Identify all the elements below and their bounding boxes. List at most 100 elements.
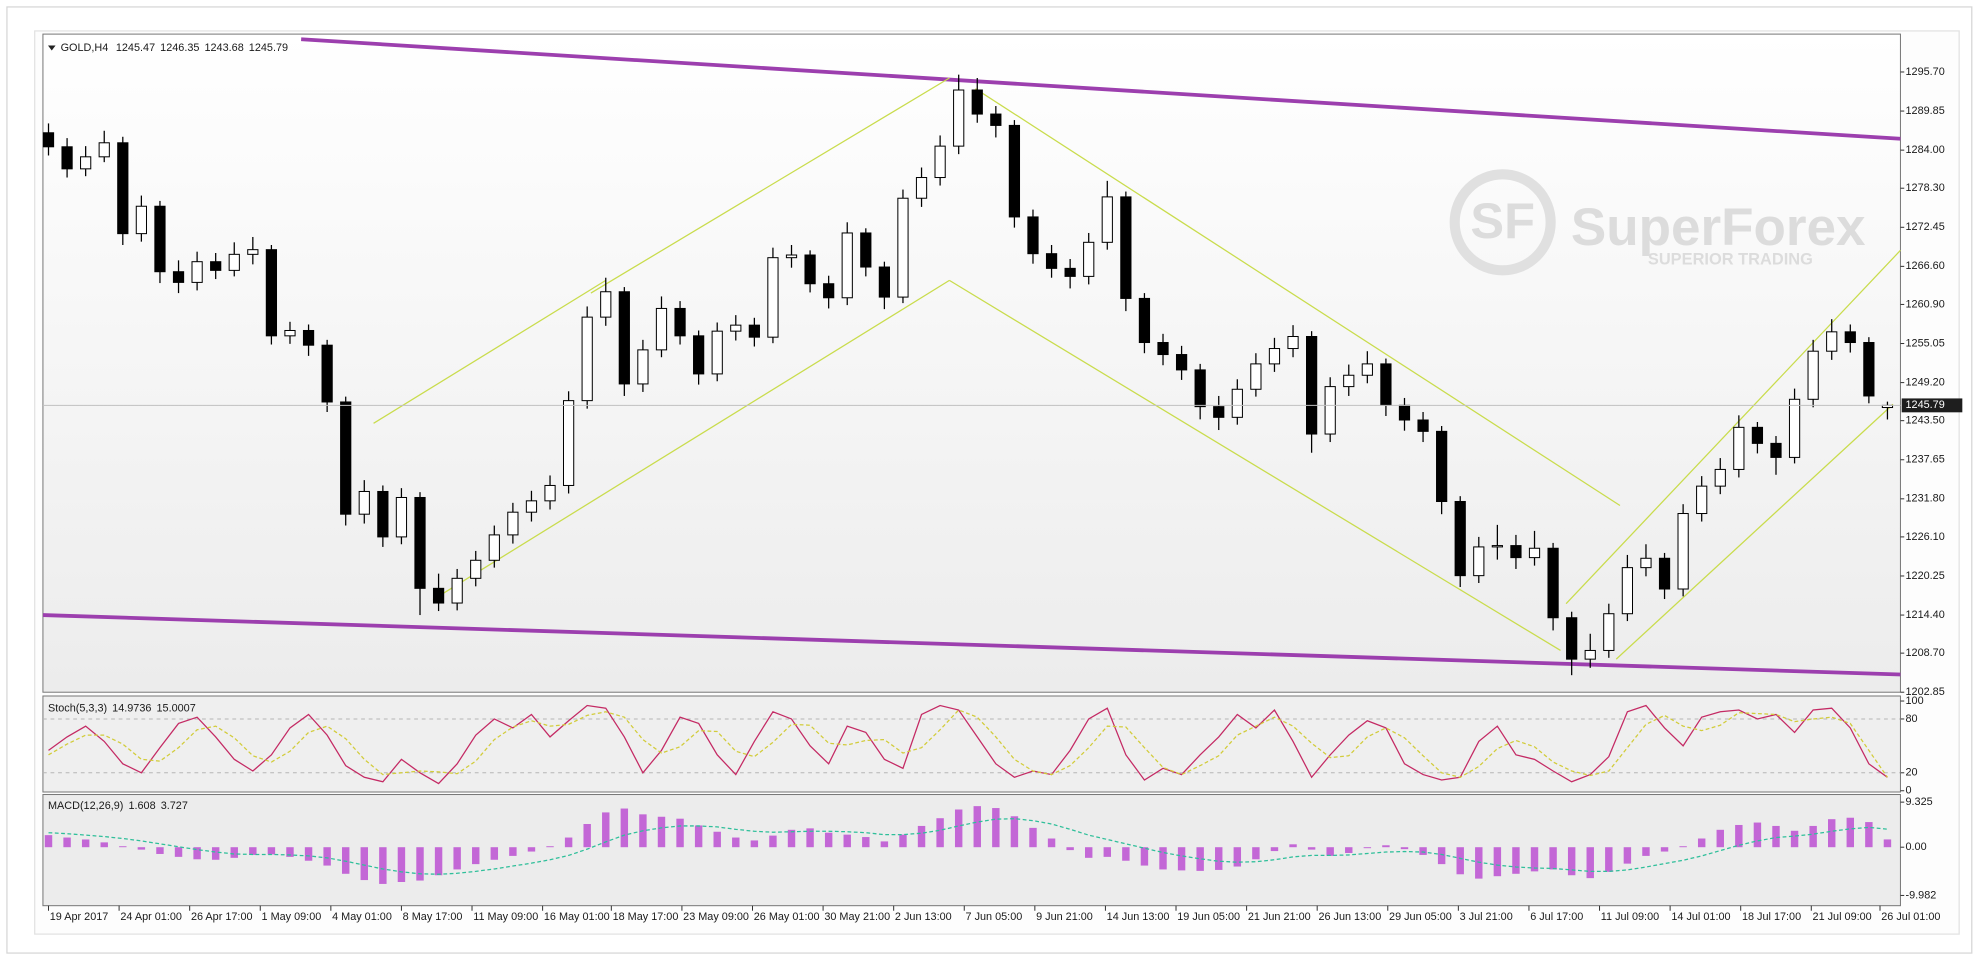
signal-line xyxy=(48,818,1888,875)
histogram-bar xyxy=(193,847,201,860)
histogram-bar xyxy=(936,818,944,848)
x-tick-label: 26 Jun 13:00 xyxy=(1318,911,1381,923)
histogram-bar xyxy=(1493,847,1502,877)
histogram-bar xyxy=(1196,847,1204,871)
candle-body xyxy=(1547,547,1559,619)
y-tick-label: 1289.85 xyxy=(1905,105,1944,117)
histogram-bar xyxy=(453,847,461,870)
candle-body xyxy=(1380,363,1392,406)
histogram-bar xyxy=(360,847,368,881)
histogram-bar xyxy=(1066,847,1074,851)
candle-body xyxy=(432,587,445,604)
candle-body xyxy=(897,197,909,298)
x-tick-label: 24 Apr 01:00 xyxy=(120,911,182,923)
candle-body xyxy=(1213,406,1225,418)
x-tick-label: 6 Jul 17:00 xyxy=(1530,911,1583,923)
candle-body xyxy=(655,307,668,351)
y-tick-label: 1278.30 xyxy=(1905,182,1944,194)
histogram-bar xyxy=(1140,847,1149,866)
candle-body xyxy=(451,577,463,604)
indicator-line xyxy=(48,704,1888,785)
y-tick-label: 80 xyxy=(1905,713,1917,725)
histogram-bar xyxy=(1530,847,1539,872)
x-tick-label: 2 Jun 13:00 xyxy=(895,911,952,923)
candle-body xyxy=(1473,546,1485,577)
candle-body xyxy=(80,156,92,170)
candle-body xyxy=(377,490,389,538)
histogram-bar xyxy=(286,847,294,857)
histogram-bar xyxy=(174,847,183,857)
x-tick-label: 14 Jul 01:00 xyxy=(1671,911,1730,923)
candle-body xyxy=(1510,545,1522,559)
candle-body xyxy=(581,316,593,402)
trendline xyxy=(373,279,607,424)
histogram-bar xyxy=(1623,847,1632,864)
x-tick-label: 14 Jun 13:00 xyxy=(1107,911,1170,923)
candle-body xyxy=(1677,513,1689,590)
histogram-bar xyxy=(1512,847,1520,874)
histogram-bar xyxy=(1716,829,1724,848)
histogram-bar xyxy=(880,841,889,848)
x-tick-label: 18 Jul 17:00 xyxy=(1742,911,1801,923)
candle-body xyxy=(1306,335,1318,435)
histogram-bar xyxy=(1215,847,1223,870)
x-tick-label: 3 Jul 21:00 xyxy=(1460,911,1513,923)
histogram-bar xyxy=(620,808,629,848)
trendline xyxy=(432,279,950,601)
histogram-bar xyxy=(917,825,926,848)
histogram-bar xyxy=(657,816,666,848)
candle-body xyxy=(1027,216,1039,255)
candle-body xyxy=(1454,500,1466,577)
histogram-bar xyxy=(992,808,1000,848)
histogram-bar xyxy=(1326,847,1334,856)
candle-body xyxy=(507,511,519,536)
candle-body xyxy=(1696,485,1708,515)
histogram-bar xyxy=(954,809,963,848)
histogram-bar xyxy=(81,839,90,848)
histogram-bar xyxy=(732,837,740,848)
candle-body xyxy=(265,249,278,337)
histogram-bar xyxy=(1586,847,1594,879)
candle-body xyxy=(1101,196,1113,243)
histogram-bar xyxy=(137,847,146,850)
price-header: GOLD,H4 1245.47 1246.35 1243.68 1245.79 xyxy=(61,42,288,54)
candle-body xyxy=(358,490,370,515)
histogram-bar xyxy=(379,847,387,884)
stoch-signal-last: 15.0007 xyxy=(156,703,195,715)
histogram-bar xyxy=(750,840,759,848)
histogram-bar xyxy=(973,806,981,848)
histogram-bar xyxy=(694,825,703,848)
watermark-logo-ring xyxy=(1449,169,1556,276)
histogram-bar xyxy=(249,847,257,855)
candle-body xyxy=(1844,331,1856,344)
x-tick-label: 19 Apr 2017 xyxy=(50,911,109,923)
trendline xyxy=(1615,403,1894,660)
x-tick-label: 1 May 09:00 xyxy=(262,911,322,923)
candle-body xyxy=(730,324,742,332)
histogram-bar xyxy=(1047,838,1056,848)
candle-body xyxy=(210,261,222,271)
histogram-bar xyxy=(1697,838,1706,848)
candle-body xyxy=(1361,363,1373,376)
histogram-bar xyxy=(1828,819,1836,848)
macd-panel xyxy=(42,794,1901,907)
marks xyxy=(42,37,1905,911)
histogram-bar xyxy=(1549,847,1557,870)
histogram-bar xyxy=(1159,847,1167,870)
candle-body xyxy=(934,145,946,179)
macd-header: MACD(12,26,9) 1.608 3.727 xyxy=(48,800,188,812)
histogram-bar xyxy=(676,818,684,848)
histogram-bar xyxy=(1084,847,1093,858)
last-close: 1245.79 xyxy=(249,42,288,54)
histogram-bar xyxy=(806,828,814,848)
candle-body xyxy=(1714,468,1726,487)
histogram-bar xyxy=(1103,847,1112,857)
histogram-bar xyxy=(1883,839,1892,848)
candle-body xyxy=(1603,613,1615,651)
candle-body xyxy=(785,254,798,259)
candle-body xyxy=(191,261,203,283)
histogram-bar xyxy=(1363,847,1372,849)
candle-body xyxy=(395,496,408,538)
histogram-bar xyxy=(100,842,108,848)
